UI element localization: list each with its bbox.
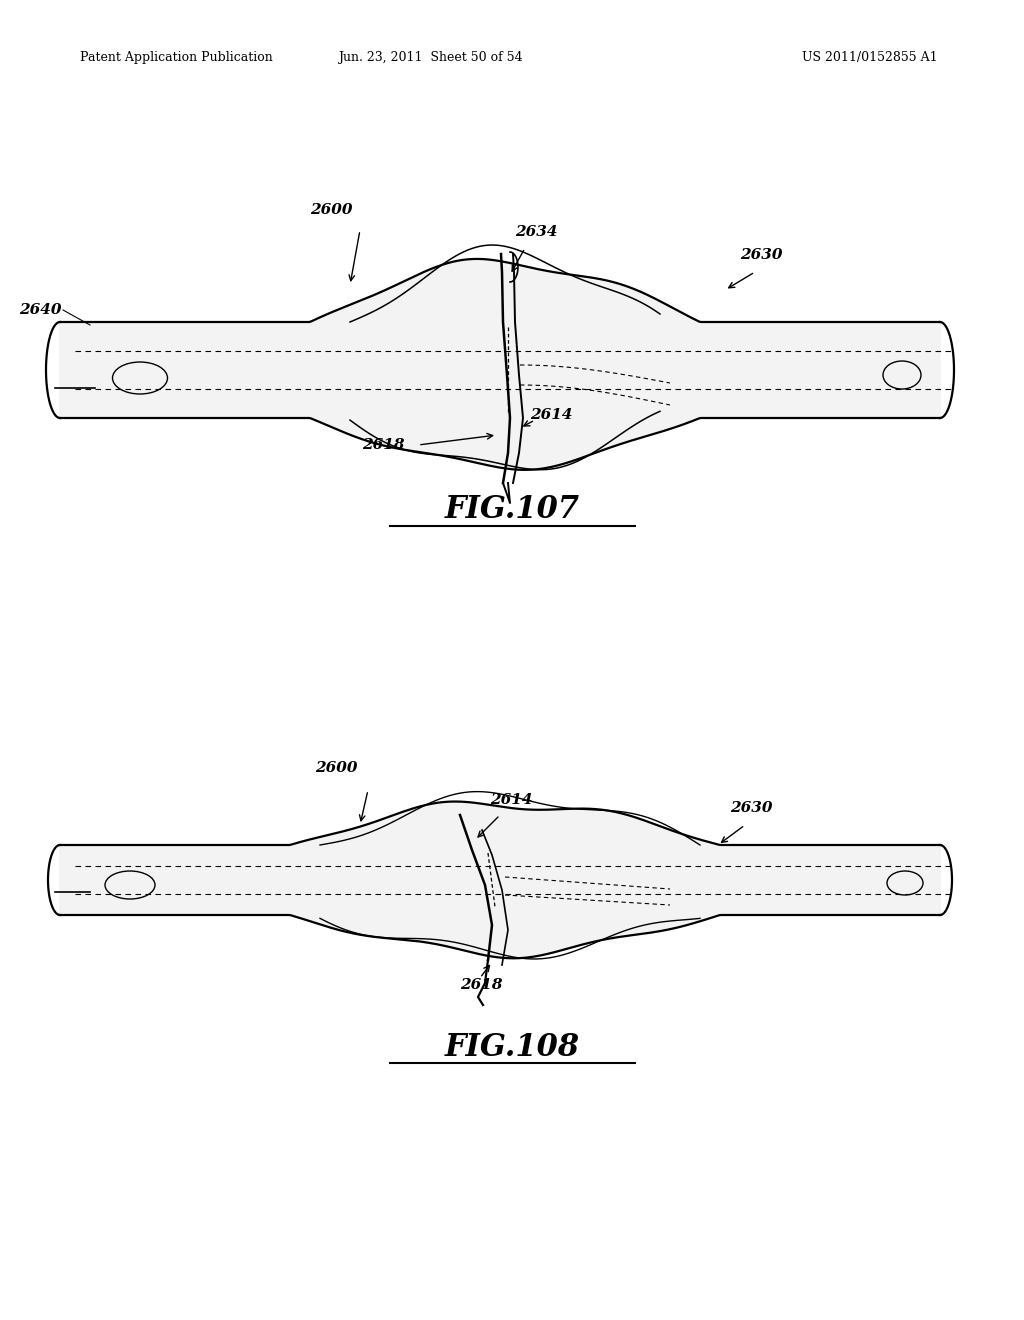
Text: 2600: 2600 xyxy=(310,203,352,216)
Text: 2614: 2614 xyxy=(490,793,532,807)
Text: FIG.108: FIG.108 xyxy=(444,1032,580,1064)
Polygon shape xyxy=(60,259,940,470)
Polygon shape xyxy=(60,801,940,958)
Text: 2600: 2600 xyxy=(315,762,357,775)
Text: 2640: 2640 xyxy=(19,304,62,317)
Text: Jun. 23, 2011  Sheet 50 of 54: Jun. 23, 2011 Sheet 50 of 54 xyxy=(338,51,522,65)
Text: 2634: 2634 xyxy=(515,224,557,239)
Text: 2618: 2618 xyxy=(460,978,503,993)
Text: Patent Application Publication: Patent Application Publication xyxy=(80,51,272,65)
Text: FIG.107: FIG.107 xyxy=(444,495,580,525)
Text: 2614: 2614 xyxy=(530,408,572,422)
Text: 2630: 2630 xyxy=(740,248,782,261)
Text: US 2011/0152855 A1: US 2011/0152855 A1 xyxy=(802,51,938,65)
Text: 2618: 2618 xyxy=(362,438,406,451)
Text: 2630: 2630 xyxy=(730,801,772,814)
